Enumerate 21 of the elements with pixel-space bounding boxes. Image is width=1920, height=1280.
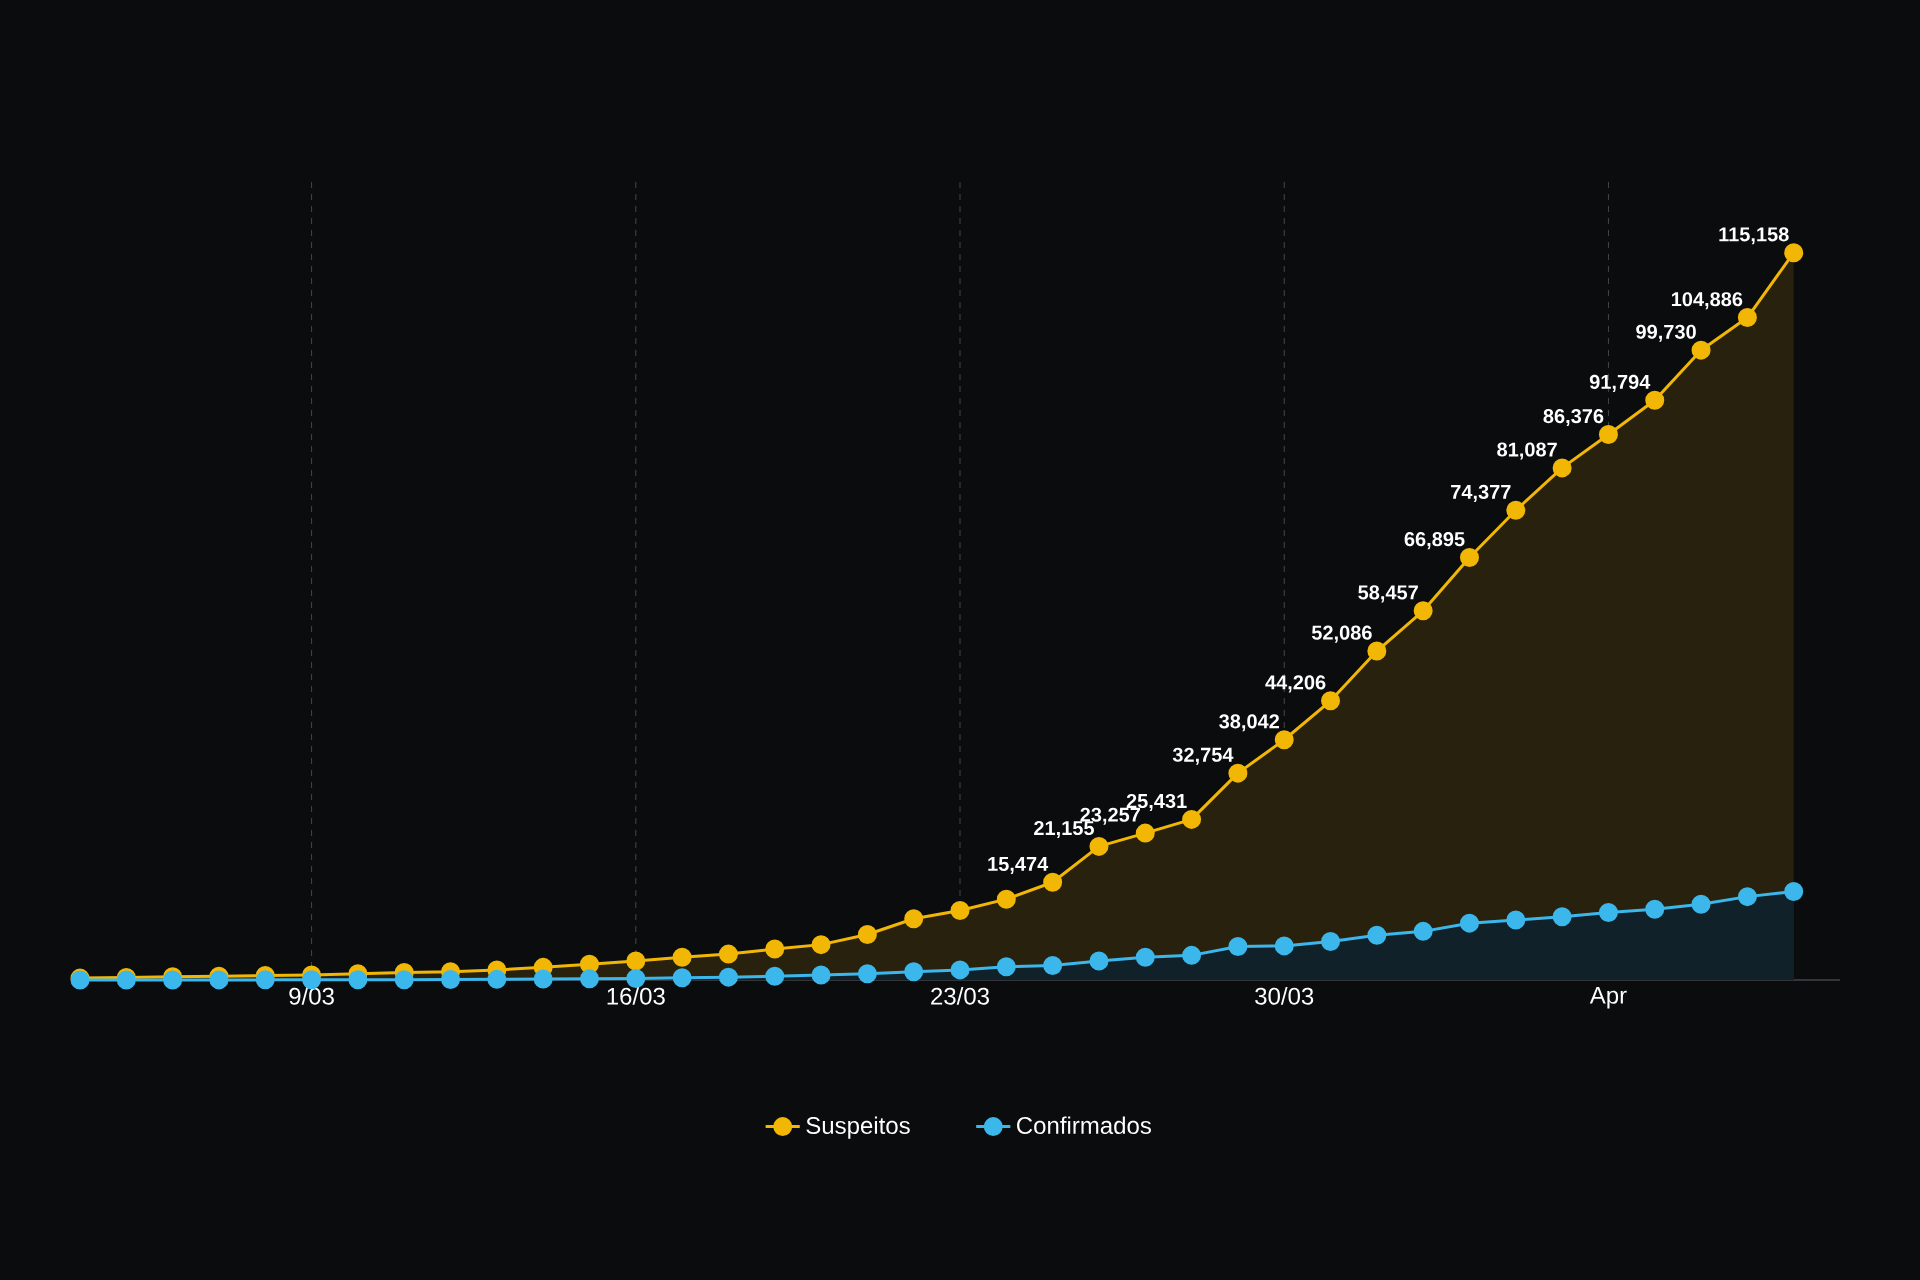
x-tick-label: 16/03	[607, 987, 665, 1005]
data-label: 104,886	[1671, 292, 1743, 310]
x-tick-label: 23/03	[931, 987, 989, 1005]
data-label: 99,730	[1636, 324, 1696, 342]
x-tick-label: 30/03	[1255, 987, 1314, 1005]
data-label: 15,474	[988, 857, 1049, 874]
data-label: 81,087	[1497, 442, 1557, 460]
data-label: 44,206	[1265, 675, 1326, 693]
legend-label: Confirmados	[1017, 1116, 1151, 1135]
legend-label: Suspeitos	[806, 1116, 910, 1139]
data-label: 66,895	[1404, 532, 1465, 550]
data-label: 58,457	[1358, 585, 1418, 603]
data-label: 91,794	[1589, 374, 1651, 392]
data-label: 86,376	[1543, 409, 1604, 427]
data-label: 74,377	[1451, 484, 1511, 502]
x-tick-label: 9/03	[289, 987, 334, 1005]
data-label: 38,042	[1219, 714, 1280, 732]
data-label: 52,086	[1311, 625, 1372, 643]
data-label: 115,158	[1719, 227, 1789, 245]
data-label: 32,754	[1172, 747, 1234, 765]
x-tick-label: Apr	[1589, 987, 1627, 1009]
